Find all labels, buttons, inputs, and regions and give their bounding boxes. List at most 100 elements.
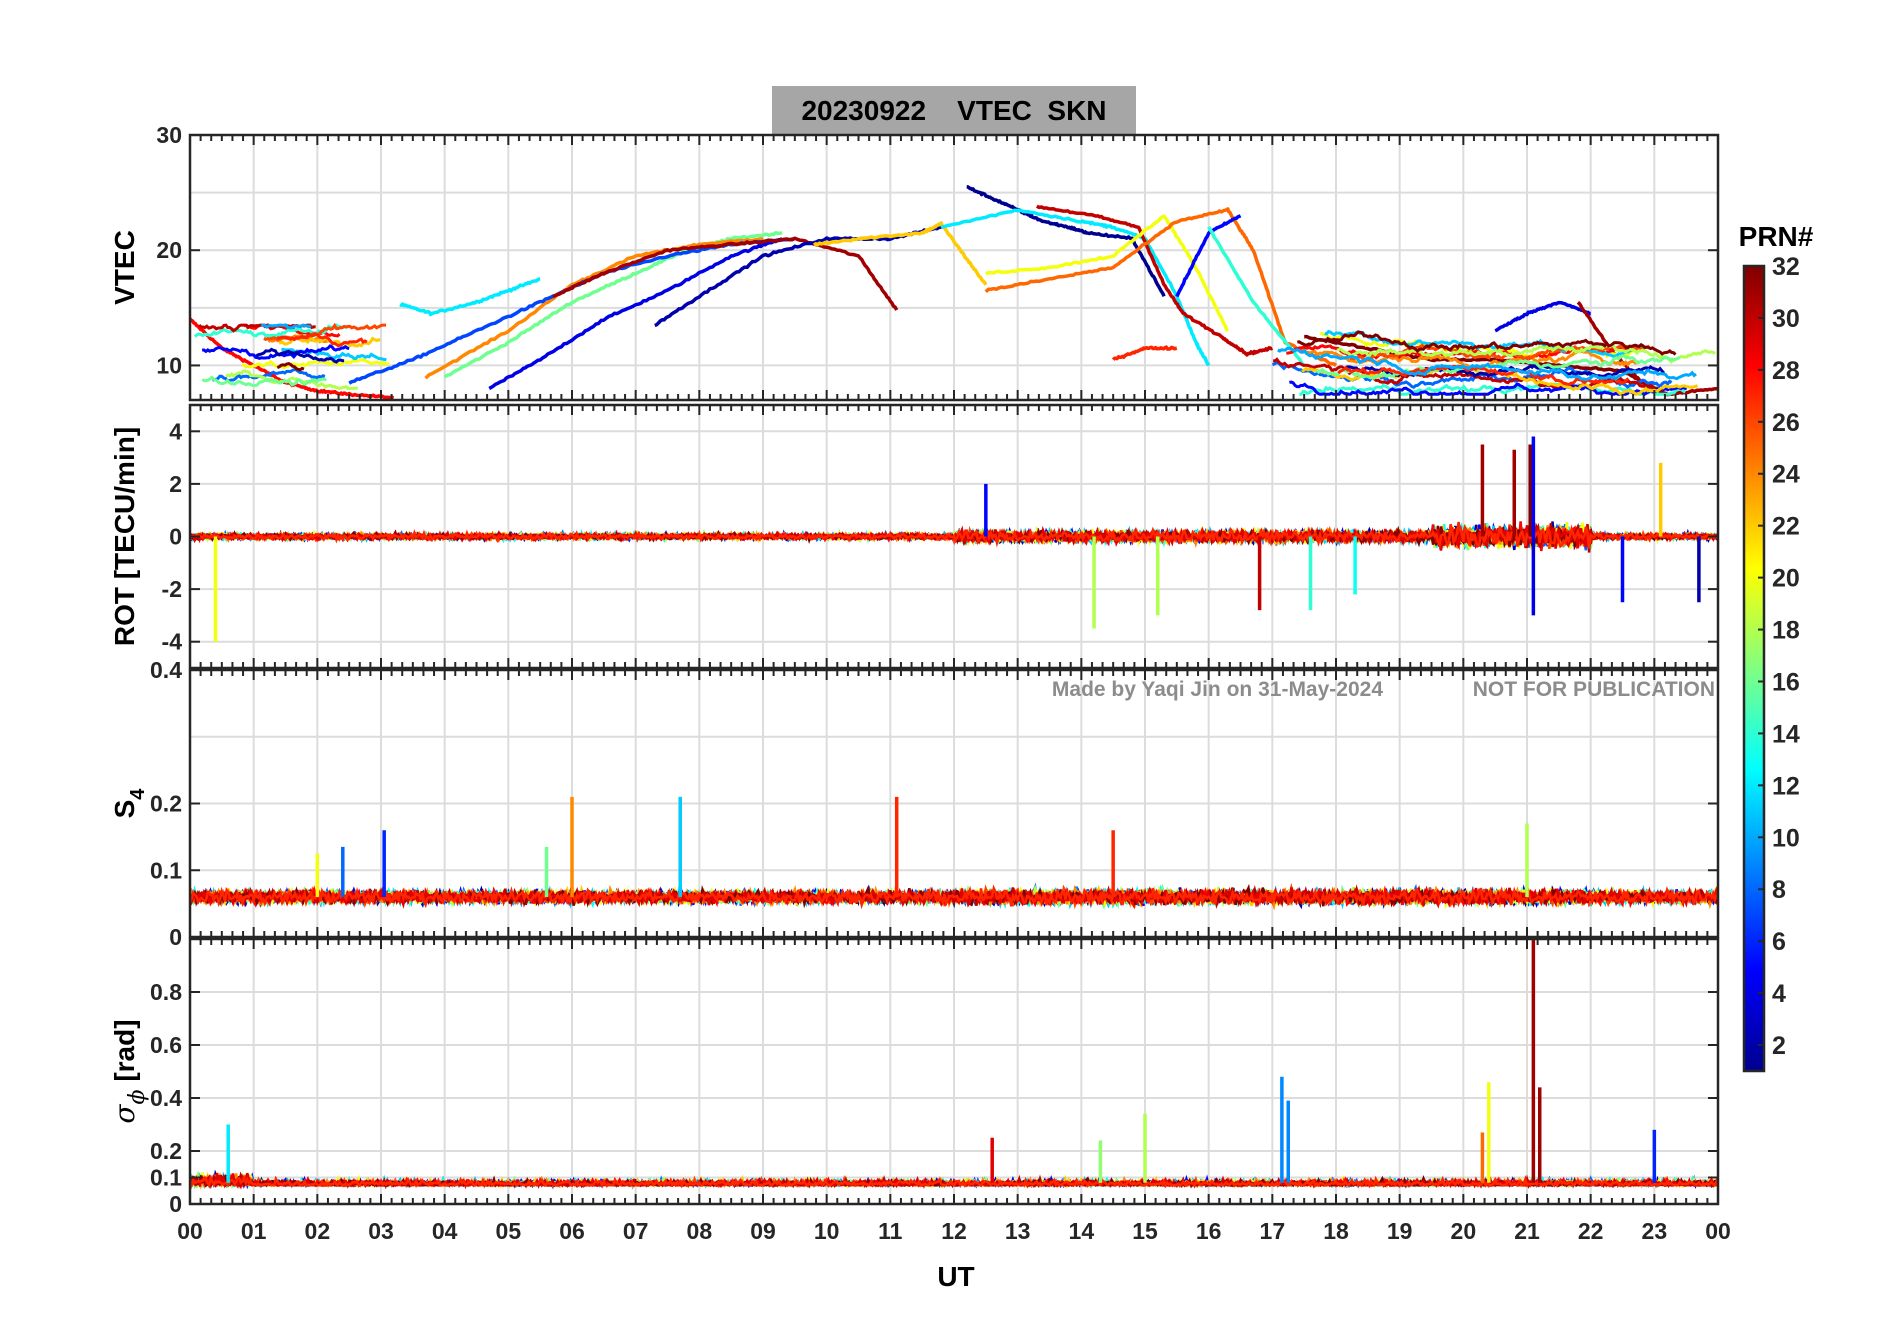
vtec-series-line xyxy=(488,237,783,390)
colorbar-label: PRN# xyxy=(1739,221,1814,252)
vtec-noisy-trace xyxy=(1336,342,1716,364)
chart-title: 20230922 VTEC SKN xyxy=(801,95,1106,126)
x-tick-label: 00 xyxy=(1705,1218,1731,1244)
series-group xyxy=(190,185,1718,400)
colorbar-tick-label: 8 xyxy=(1772,876,1786,904)
vtec-noisy-trace xyxy=(1315,354,1681,380)
noisy-trace xyxy=(190,521,1718,550)
panel-ROT: -4 -2 0 2 4 ROT [TECU/min] xyxy=(109,403,1720,670)
y-tick-label: 4 xyxy=(169,418,182,444)
x-tick-label: 17 xyxy=(1260,1218,1286,1244)
colorbar-tick-label: 4 xyxy=(1772,980,1786,1008)
vtec-series-line xyxy=(812,221,988,286)
colorbar-tick-label: 12 xyxy=(1772,772,1800,800)
vtec-series-line xyxy=(443,230,783,379)
vtec-series-line xyxy=(552,236,899,311)
colorbar-tick-label: 10 xyxy=(1772,824,1800,852)
x-tick-label: 23 xyxy=(1642,1218,1668,1244)
vtec-noisy-trace xyxy=(255,347,345,364)
x-tick-label: 08 xyxy=(687,1218,713,1244)
colorbar-tick-label: 16 xyxy=(1772,668,1800,696)
x-tick-label: 05 xyxy=(496,1218,522,1244)
x-tick-label: 02 xyxy=(305,1218,331,1244)
vtec-noisy-trace xyxy=(276,362,305,372)
y-tick-label: -4 xyxy=(162,629,183,655)
colorbar-tick-label: 32 xyxy=(1772,253,1800,281)
colorbar-tick-label: 2 xyxy=(1772,1032,1786,1060)
x-tick-label: 13 xyxy=(1005,1218,1031,1244)
colorbar-tick-label: 26 xyxy=(1772,409,1800,437)
x-tick-label: 21 xyxy=(1514,1218,1540,1244)
vtec-noisy-trace xyxy=(1337,364,1630,386)
vtec-noisy-trace xyxy=(241,358,390,370)
colorbar-tick-label: 22 xyxy=(1772,513,1800,541)
vtec-noisy-trace xyxy=(1299,382,1687,396)
y-tick-label: 0.4 xyxy=(150,657,182,683)
x-axis-title: UT xyxy=(937,1261,974,1292)
colorbar-gradient xyxy=(1742,264,1766,1073)
vtec-series-line xyxy=(1494,300,1592,333)
vtec-noisy-trace xyxy=(201,375,327,388)
noisy-trace xyxy=(190,1174,1718,1189)
x-tick-label: 16 xyxy=(1196,1218,1222,1244)
x-tick-label: 14 xyxy=(1069,1218,1095,1244)
vtec-series-line xyxy=(1036,204,1274,357)
x-tick-label: 01 xyxy=(241,1218,267,1244)
x-tick-label: 18 xyxy=(1323,1218,1349,1244)
y-tick-label: 0.8 xyxy=(150,979,182,1005)
y-axis-title: ROT [TECU/min] xyxy=(109,427,140,646)
y-tick-label: 0.2 xyxy=(150,791,182,817)
y-tick-label: 10 xyxy=(156,352,182,378)
y-tick-label: 30 xyxy=(156,122,182,148)
series-group xyxy=(190,436,1718,642)
watermark-left: Made by Yaqi Jin on 31-May-2024 xyxy=(1052,678,1383,701)
vtec-series-line xyxy=(985,214,1230,332)
x-tick-label: 22 xyxy=(1578,1218,1604,1244)
noisy-trace xyxy=(190,884,1718,910)
y-tick-label: 20 xyxy=(156,237,182,263)
y-tick-label: 0.2 xyxy=(150,1138,182,1164)
x-tick-label: 09 xyxy=(750,1218,776,1244)
colorbar-tick-label: 24 xyxy=(1772,461,1800,489)
vtec-noisy-trace xyxy=(1297,330,1677,356)
x-tick-label: 04 xyxy=(432,1218,458,1244)
vtec-noisy-trace xyxy=(202,344,350,360)
x-tick-label: 06 xyxy=(559,1218,585,1244)
y-tick-label: 0.6 xyxy=(150,1032,182,1058)
y-tick-label: 0.4 xyxy=(150,1085,182,1111)
vtec-series-line xyxy=(1111,345,1178,361)
title-box: 20230922 VTEC SKN xyxy=(772,86,1136,134)
colorbar-tick-label: 14 xyxy=(1772,720,1800,748)
panel-S4: 0 0.1 0.2 0.4 S4 xyxy=(109,657,1720,950)
x-tick-label: 12 xyxy=(941,1218,967,1244)
x-tick-label: 11 xyxy=(878,1218,903,1244)
x-tick-label: 07 xyxy=(623,1218,649,1244)
vtec-noisy-trace xyxy=(261,323,312,330)
vtec-series-line xyxy=(940,208,1211,367)
y-tick-label: -2 xyxy=(162,576,182,602)
colorbar-tick-label: 28 xyxy=(1772,357,1800,385)
vtec-noisy-trace xyxy=(225,369,359,391)
series-group xyxy=(190,796,1718,911)
x-tick-label: 10 xyxy=(814,1218,840,1244)
x-tick-label: 20 xyxy=(1451,1218,1477,1244)
colorbar-tick-label: 18 xyxy=(1772,617,1800,645)
vtec-series-line xyxy=(424,236,764,380)
vtec-series-line xyxy=(1207,226,1306,367)
vtec-noisy-trace xyxy=(1277,346,1697,382)
series-group xyxy=(190,939,1718,1191)
x-tick-label: 03 xyxy=(368,1218,394,1244)
vtec-noisy-trace xyxy=(211,367,326,383)
y-tick-label: 2 xyxy=(169,471,182,497)
vtec-series-line xyxy=(399,277,541,317)
x-tick-label: 00 xyxy=(177,1218,203,1244)
y-tick-label: 0 xyxy=(169,1191,182,1217)
colorbar-tick-label: 6 xyxy=(1772,928,1786,956)
x-tick-label: 15 xyxy=(1132,1218,1158,1244)
y-axis-title: σϕ [rad] xyxy=(108,1019,150,1123)
watermark-right: NOT FOR PUBLICATION xyxy=(1473,678,1715,701)
x-tick-label: 19 xyxy=(1387,1218,1413,1244)
